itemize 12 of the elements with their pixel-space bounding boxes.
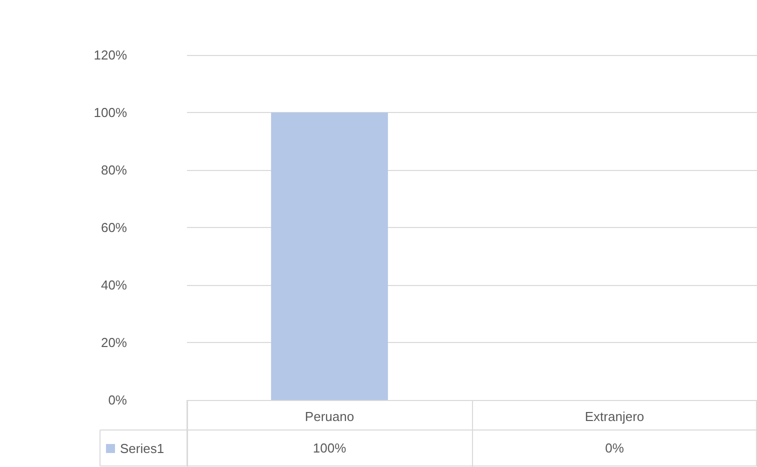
x-tick-label: Extranjero xyxy=(584,409,644,424)
y-tick-label: 0% xyxy=(108,392,128,408)
data-label: 0% xyxy=(605,440,624,456)
x-tick-label: Peruano xyxy=(304,409,354,424)
legend-label: Series1 xyxy=(120,441,164,456)
y-tick-label: 60% xyxy=(100,220,128,235)
y-tick-label: 100% xyxy=(94,105,128,120)
data-label: 100% xyxy=(312,440,347,456)
y-tick-label: 80% xyxy=(100,162,128,178)
y-tick-label: 20% xyxy=(100,335,128,350)
y-tick-label: 120% xyxy=(94,48,128,62)
y-tick-label: 40% xyxy=(100,278,128,292)
